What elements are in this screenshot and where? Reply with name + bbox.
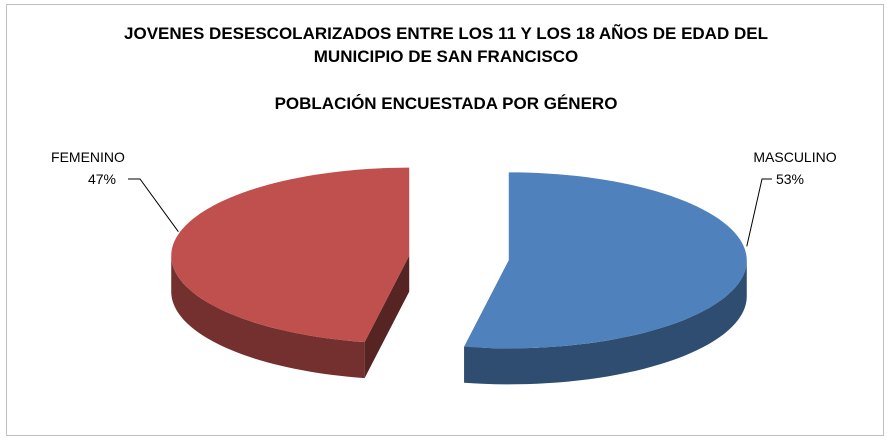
slice-side xyxy=(464,260,747,385)
slice-label: FEMENINO xyxy=(51,149,125,165)
slice-value-label: 53% xyxy=(776,171,804,187)
chart-title: JOVENES DESESCOLARIZADOS ENTRE LOS 11 Y … xyxy=(124,24,768,66)
leader-line xyxy=(746,178,772,247)
pie-slice xyxy=(464,172,747,385)
slice-label: MASCULINO xyxy=(753,149,836,165)
slice-top xyxy=(464,172,747,349)
chart-subtitle: POBLACIÓN ENCUESTADA POR GÉNERO xyxy=(274,94,618,113)
pie-slice xyxy=(171,167,410,379)
leader-line xyxy=(128,178,179,232)
slice-value-label: 47% xyxy=(88,171,116,187)
slice-side xyxy=(171,255,365,379)
slice-top xyxy=(171,167,410,343)
slice-wall xyxy=(364,255,410,379)
chart-frame xyxy=(6,4,884,436)
